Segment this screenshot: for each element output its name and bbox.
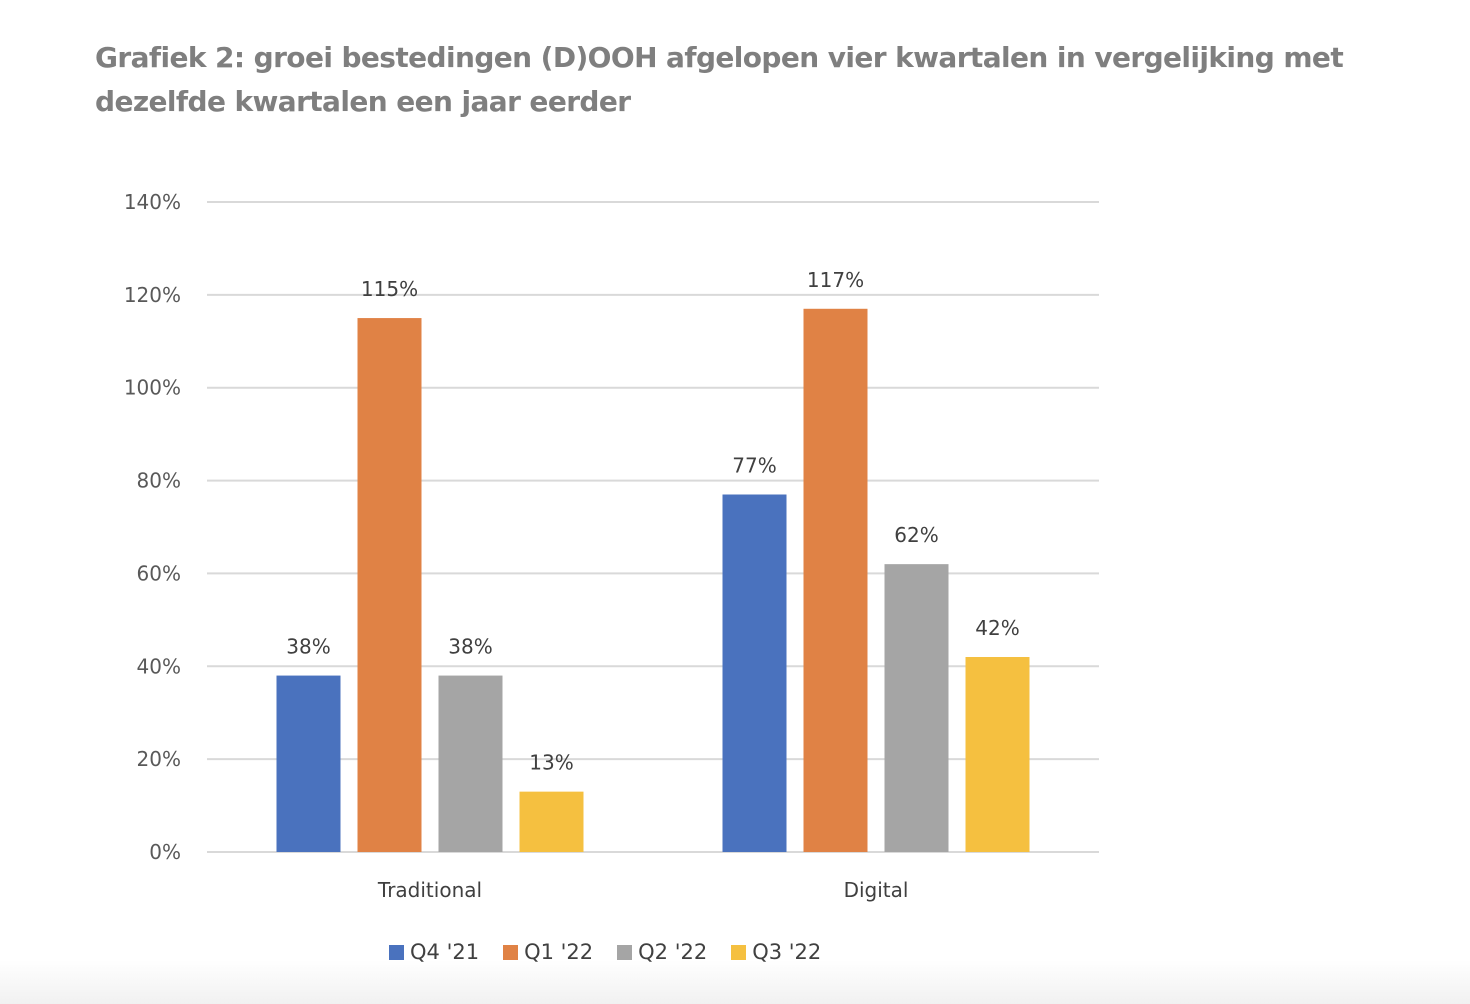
y-tick-label: 100% bbox=[124, 376, 181, 400]
legend-swatch bbox=[617, 944, 633, 960]
data-label: 115% bbox=[361, 277, 418, 301]
data-label: 42% bbox=[975, 616, 1019, 640]
legend-swatch bbox=[503, 944, 519, 960]
bar bbox=[519, 791, 584, 852]
bar bbox=[803, 308, 868, 852]
y-tick-label: 80% bbox=[137, 469, 181, 493]
legend-item: Q3 '22 bbox=[731, 940, 821, 964]
bar bbox=[357, 318, 422, 853]
legend-item: Q4 '21 bbox=[389, 940, 479, 964]
data-label: 117% bbox=[807, 268, 864, 292]
legend-item: Q2 '22 bbox=[617, 940, 707, 964]
y-tick-label: 40% bbox=[137, 654, 181, 678]
data-label: 62% bbox=[894, 523, 938, 547]
y-tick-label: 60% bbox=[137, 561, 181, 585]
bar bbox=[722, 494, 787, 852]
legend-item: Q1 '22 bbox=[503, 940, 593, 964]
legend-label: Q4 '21 bbox=[410, 940, 480, 964]
chart-title: Grafiek 2: groei bestedingen (D)OOH afge… bbox=[95, 41, 1344, 118]
data-label: 13% bbox=[529, 751, 573, 775]
bar bbox=[438, 675, 503, 852]
legend-swatch bbox=[389, 944, 404, 960]
data-label: 38% bbox=[448, 635, 492, 659]
data-label: 38% bbox=[286, 635, 330, 659]
legend-label: Q1 '22 bbox=[524, 940, 594, 964]
x-category-label: Digital bbox=[844, 878, 909, 902]
legend-swatch bbox=[731, 944, 747, 960]
legend-label: Q2 '22 bbox=[638, 940, 708, 964]
y-tick-label: 120% bbox=[124, 283, 181, 307]
y-tick-label: 20% bbox=[137, 747, 181, 771]
legend: Q4 '21 Q1 '22 Q2 '22 Q3 '22 bbox=[389, 940, 845, 964]
bar bbox=[276, 675, 341, 852]
y-tick-label: 0% bbox=[149, 840, 181, 864]
legend-label: Q3 '22 bbox=[752, 940, 822, 964]
data-label: 77% bbox=[732, 454, 776, 478]
bar bbox=[884, 564, 949, 852]
y-tick-label: 140% bbox=[124, 190, 181, 214]
bar bbox=[965, 657, 1030, 852]
x-category-label: Traditional bbox=[377, 878, 482, 902]
